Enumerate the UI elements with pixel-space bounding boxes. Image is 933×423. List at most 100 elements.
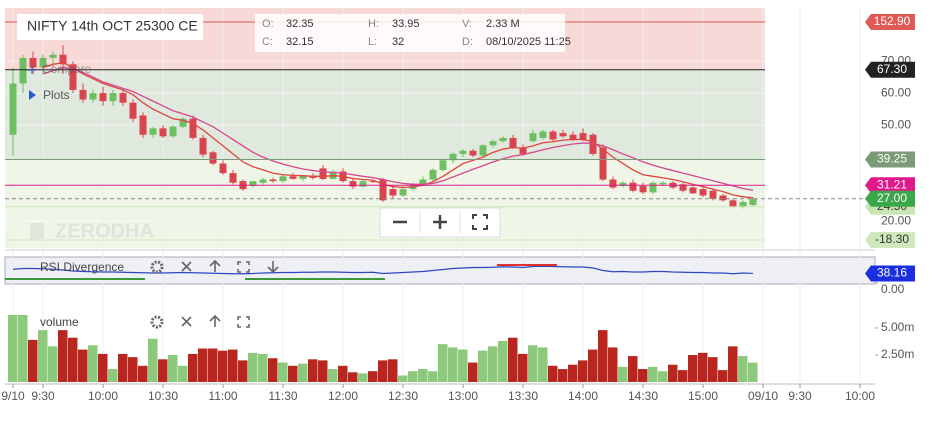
settings-icon[interactable] [150, 315, 164, 329]
volume-bar [688, 354, 698, 382]
volume-bar [118, 353, 128, 382]
close-icon[interactable] [181, 316, 192, 327]
candle-body [649, 182, 657, 193]
price-flag [865, 14, 915, 30]
x-tick-label: 9:30 [31, 389, 55, 403]
volume-bar [548, 365, 558, 382]
candle-body [319, 168, 327, 179]
candle-body [719, 195, 727, 201]
candle-body [529, 133, 537, 142]
volume-bar [18, 315, 28, 382]
volume-bar [158, 359, 168, 382]
stat-value: 32.35 [286, 18, 314, 30]
stat-label: C: [262, 36, 273, 48]
volume-bar [648, 366, 658, 382]
stats-box [255, 14, 565, 52]
candle-body [99, 93, 107, 102]
compare[interactable]: Compare [28, 62, 92, 76]
y-tick-label: 50.00 [881, 117, 911, 131]
marks [5, 21, 865, 382]
overlay: NIFTY 14th OCT 25300 CE Compare Plots RS… [17, 14, 571, 329]
candle-body [579, 133, 587, 140]
volume-bar [98, 353, 108, 382]
candle-body [609, 179, 617, 188]
volume-bar [388, 359, 398, 382]
candle-body [419, 179, 427, 185]
stat-value: 32 [392, 36, 404, 48]
axes: 9/10 9:30 10:00 10:30 11:00 11:30 12:00 12:30 13… [1, 14, 915, 403]
stat-label: O: [262, 18, 274, 30]
volume-bar [228, 349, 238, 382]
candle-body [559, 133, 567, 137]
candle-body [629, 182, 637, 191]
volume-bar [278, 362, 288, 382]
volume-bar [528, 345, 538, 382]
candle-body [59, 54, 67, 65]
price-flag-label: -18.30 [875, 232, 909, 246]
close-icon[interactable] [181, 261, 192, 272]
candle-body [699, 189, 707, 196]
stat-value: 2.33 M [486, 18, 520, 30]
y-tick-label: 5.00m [881, 320, 914, 334]
candle-body [389, 189, 397, 196]
candle-body [479, 145, 487, 156]
candle-body [739, 201, 747, 207]
up-icon[interactable] [209, 314, 221, 327]
volume-bar [368, 371, 378, 382]
candle-body [249, 181, 257, 186]
panel-title: volume [40, 315, 79, 329]
expand-icon [472, 214, 488, 230]
volume-bar [338, 365, 348, 382]
candle-body [509, 137, 517, 148]
candle-body [519, 147, 527, 154]
volume-bar [618, 366, 628, 382]
candle-body [459, 150, 467, 154]
price-flag-label: 27.00 [877, 191, 907, 205]
x-tick-label: 13:30 [508, 389, 538, 403]
x-tick-label: 14:30 [628, 389, 658, 403]
volume-bar [218, 350, 228, 382]
fullscreen[interactable] [461, 209, 499, 236]
plots[interactable]: Plots [29, 88, 70, 102]
x-tick-label: 13:00 [448, 389, 478, 403]
volume-bar [138, 365, 148, 382]
y-tick-label: 2.50m [881, 347, 914, 361]
x-tick-label: 11:30 [268, 389, 297, 403]
expand-icon[interactable] [237, 316, 250, 328]
candle-body [679, 184, 687, 191]
expand-icon[interactable] [237, 261, 250, 273]
up-icon[interactable] [209, 259, 221, 272]
candle-body [19, 57, 27, 84]
volume-bar [248, 352, 258, 382]
candle-body [659, 182, 667, 185]
candle-body [539, 131, 547, 138]
volume-bar [698, 352, 708, 382]
volume-bar [728, 346, 738, 382]
candle-body [399, 189, 407, 196]
x-tick-label: 10:30 [148, 389, 178, 403]
volume-bar [628, 356, 638, 382]
compare-label[interactable]: Compare [42, 62, 92, 76]
volume-bar [498, 340, 508, 382]
volume-bar [298, 363, 308, 382]
rsi-tools: RSI Divergence [40, 259, 279, 274]
candle-body [469, 150, 477, 156]
volume-bar [538, 347, 548, 382]
instrument-title: NIFTY 14th OCT 25300 CE [27, 18, 198, 34]
stat-label: V: [462, 18, 472, 30]
stat-value: 32.15 [286, 36, 314, 48]
volume-bar [508, 337, 518, 382]
rsi-line [12, 265, 754, 275]
down-icon[interactable] [267, 261, 279, 274]
price-flag-label: 152.90 [874, 14, 911, 28]
volume-bar [448, 347, 458, 382]
candle-body [439, 160, 447, 170]
plots-label[interactable]: Plots [43, 88, 70, 102]
y-tick-label: 0.00 [881, 282, 905, 296]
price-flag [865, 177, 915, 194]
volume-bar [78, 349, 88, 382]
candle-body [199, 137, 207, 155]
settings-icon[interactable] [150, 260, 164, 274]
volume-bar [708, 357, 718, 382]
